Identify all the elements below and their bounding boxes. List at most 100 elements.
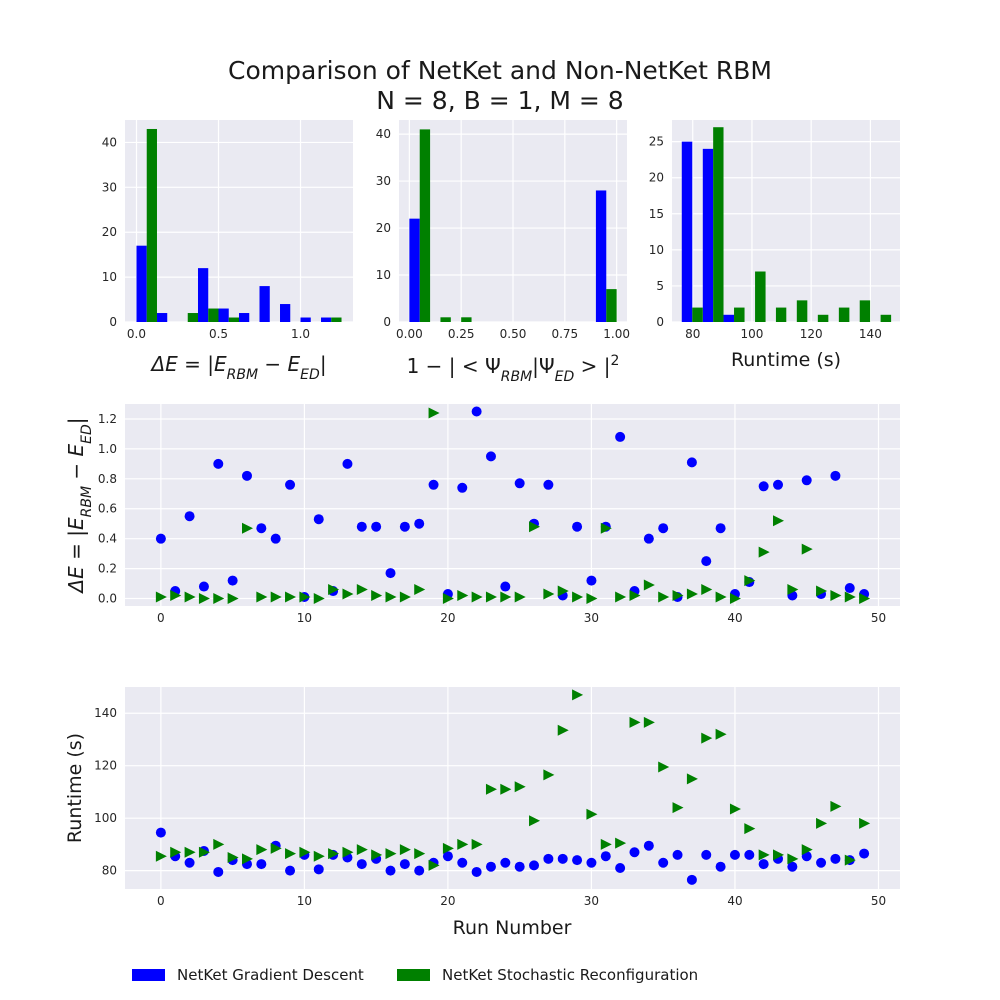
point-stochastic-reconfiguration (686, 773, 698, 785)
figure-title: Comparison of NetKet and Non-NetKet RBM (228, 56, 772, 85)
point-stochastic-reconfiguration (514, 781, 526, 793)
point-stochastic-reconfiguration (658, 761, 670, 773)
point-gradient-descent (744, 849, 755, 860)
y-tick-label: 10 (649, 243, 664, 257)
point-gradient-descent (758, 859, 769, 870)
x-tick-label: 120 (800, 327, 823, 341)
point-stochastic-reconfiguration (643, 579, 655, 591)
point-gradient-descent (371, 521, 382, 532)
point-gradient-descent (572, 521, 583, 532)
scatter-runtime: 0 10 20 30 40 50 80 100 120 140 Runtime (s) Run Num… (64, 687, 900, 939)
bar-stochastic-reconfiguration (419, 129, 431, 322)
point-stochastic-reconfiguration (414, 584, 426, 596)
point-stochastic-reconfiguration (485, 783, 497, 795)
bar-gradient-descent (595, 190, 607, 322)
point-stochastic-reconfiguration (371, 849, 383, 861)
point-stochastic-reconfiguration (801, 844, 813, 856)
x-tick-label: 1.00 (603, 327, 630, 341)
y-tick-label: 0 (383, 315, 391, 329)
point-stochastic-reconfiguration (672, 802, 684, 814)
point-gradient-descent (844, 583, 855, 594)
x-axis-label: Runtime (s) (731, 349, 841, 371)
bar-gradient-descent (259, 286, 270, 322)
point-gradient-descent (399, 859, 410, 870)
bar-stochastic-reconfiguration (461, 317, 472, 322)
y-tick-label: 100 (94, 811, 117, 825)
point-stochastic-reconfiguration (557, 724, 569, 736)
point-gradient-descent (471, 406, 482, 417)
point-gradient-descent (471, 866, 482, 877)
point-stochastic-reconfiguration (399, 591, 411, 603)
point-gradient-descent (198, 581, 209, 592)
point-stochastic-reconfiguration (342, 588, 354, 600)
point-stochastic-reconfiguration (227, 852, 239, 864)
bar-stochastic-reconfiguration (713, 127, 724, 322)
axes-background (125, 687, 900, 889)
bar-stochastic-reconfiguration (228, 317, 239, 322)
histogram-fidelity: 0.00 0.25 0.50 0.75 1.00 0 10 20 30 40 1 − | < ΨRB… (376, 120, 630, 385)
point-stochastic-reconfiguration (586, 593, 598, 605)
point-stochastic-reconfiguration (442, 842, 454, 854)
point-stochastic-reconfiguration (600, 522, 612, 534)
histogram-runtime: 80 100 120 140 0 5 10 15 20 25 Runtime (s) (649, 120, 900, 371)
y-tick-label: 20 (649, 171, 664, 185)
point-gradient-descent (787, 861, 798, 872)
bar-stochastic-reconfiguration (146, 128, 157, 322)
bar-gradient-descent (702, 148, 714, 322)
bar-stochastic-reconfiguration (187, 313, 198, 322)
point-stochastic-reconfiguration (356, 844, 368, 856)
x-tick-label: 50 (871, 894, 886, 908)
point-stochastic-reconfiguration (543, 769, 555, 781)
point-stochastic-reconfiguration (241, 853, 253, 865)
point-gradient-descent (686, 457, 697, 468)
x-tick-label: 0.00 (396, 327, 423, 341)
point-stochastic-reconfiguration (270, 591, 282, 603)
point-gradient-descent (643, 840, 654, 851)
point-gradient-descent (615, 863, 626, 874)
point-stochastic-reconfiguration (356, 584, 368, 596)
point-gradient-descent (227, 575, 238, 586)
point-gradient-descent (600, 851, 611, 862)
y-tick-label: 0.4 (98, 532, 117, 546)
point-gradient-descent (184, 511, 195, 522)
point-stochastic-reconfiguration (399, 844, 411, 856)
point-gradient-descent (184, 857, 195, 868)
point-gradient-descent (313, 514, 324, 525)
point-gradient-descent (801, 475, 812, 486)
bar-stochastic-reconfiguration (817, 314, 829, 322)
point-gradient-descent (658, 857, 669, 868)
point-stochastic-reconfiguration (830, 590, 842, 602)
point-stochastic-reconfiguration (184, 846, 196, 858)
point-stochastic-reconfiguration (715, 591, 727, 603)
point-gradient-descent (399, 521, 410, 532)
point-stochastic-reconfiguration (600, 838, 612, 850)
y-tick-label: 20 (376, 221, 391, 235)
point-stochastic-reconfiguration (227, 593, 239, 605)
point-stochastic-reconfiguration (457, 838, 469, 850)
point-gradient-descent (773, 479, 784, 490)
point-stochastic-reconfiguration (629, 590, 641, 602)
bar-gradient-descent (156, 313, 168, 322)
point-gradient-descent (629, 847, 640, 858)
point-gradient-descent (241, 470, 252, 481)
point-gradient-descent (213, 866, 224, 877)
bar-stochastic-reconfiguration (775, 307, 787, 322)
point-gradient-descent (500, 857, 511, 868)
point-stochastic-reconfiguration (328, 848, 340, 860)
bar-stochastic-reconfiguration (755, 271, 766, 322)
point-gradient-descent (414, 865, 425, 876)
point-stochastic-reconfiguration (572, 591, 584, 603)
bar-gradient-descent (409, 218, 420, 322)
point-gradient-descent (715, 523, 726, 534)
point-gradient-descent (313, 864, 324, 875)
point-stochastic-reconfiguration (744, 823, 756, 835)
point-stochastic-reconfiguration (859, 593, 871, 605)
point-stochastic-reconfiguration (198, 846, 210, 858)
y-tick-label: 40 (376, 127, 391, 141)
point-stochastic-reconfiguration (299, 846, 311, 858)
point-stochastic-reconfiguration (428, 859, 440, 871)
point-stochastic-reconfiguration (285, 591, 297, 603)
point-gradient-descent (442, 851, 453, 862)
point-stochastic-reconfiguration (213, 593, 225, 605)
